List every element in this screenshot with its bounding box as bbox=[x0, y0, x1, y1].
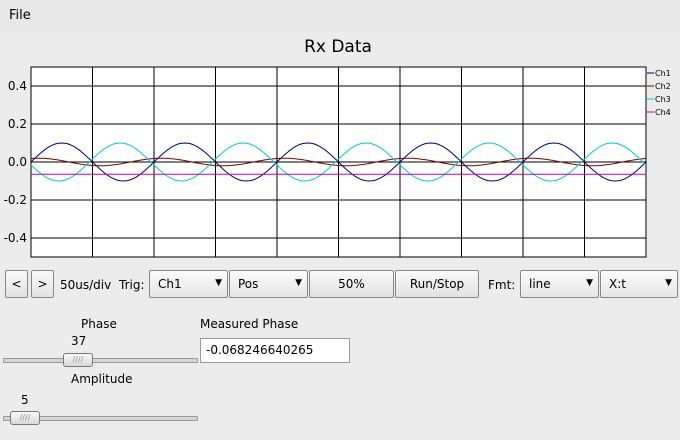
y-tick-label: 0.2 bbox=[8, 117, 27, 131]
trigger-level-button[interactable]: 50% bbox=[309, 270, 394, 298]
legend-entry: Ch3 bbox=[655, 95, 671, 104]
measured-phase-field[interactable]: -0.068246640265 bbox=[200, 338, 350, 363]
next-button[interactable]: > bbox=[31, 270, 54, 298]
grip-icon: //// bbox=[19, 413, 31, 422]
phase-slider[interactable] bbox=[3, 358, 198, 363]
trig-slope-select[interactable]: Pos ▼ bbox=[229, 270, 308, 298]
amplitude-slider-handle[interactable]: //// bbox=[10, 411, 40, 425]
phase-label: Phase bbox=[81, 317, 117, 331]
trig-channel-select[interactable]: Ch1 ▼ bbox=[149, 270, 228, 298]
fmt-label: Fmt: bbox=[488, 278, 516, 292]
amplitude-slider[interactable] bbox=[3, 416, 198, 421]
menu-bar: File bbox=[0, 0, 680, 32]
timebase-label: 50us/div bbox=[60, 278, 112, 292]
y-tick-label: -0.4 bbox=[4, 231, 27, 245]
trig-slope-value: Pos bbox=[238, 277, 259, 291]
chevron-down-icon: ▼ bbox=[586, 278, 593, 288]
run-stop-button[interactable]: Run/Stop bbox=[395, 270, 479, 298]
format-select[interactable]: line ▼ bbox=[520, 270, 599, 298]
mode-value: X:t bbox=[609, 277, 626, 291]
amplitude-label: Amplitude bbox=[71, 372, 133, 386]
mode-select[interactable]: X:t ▼ bbox=[600, 270, 678, 298]
amplitude-value: 5 bbox=[21, 393, 29, 407]
menu-file[interactable]: File bbox=[9, 8, 31, 23]
chevron-down-icon: ▼ bbox=[665, 278, 672, 288]
format-value: line bbox=[529, 277, 551, 291]
chevron-down-icon: ▼ bbox=[295, 278, 302, 288]
grip-icon: //// bbox=[72, 355, 84, 364]
legend-entry: Ch2 bbox=[655, 82, 671, 91]
phase-slider-handle[interactable]: //// bbox=[63, 353, 93, 367]
y-tick-label: -0.2 bbox=[4, 193, 27, 207]
trig-label: Trig: bbox=[119, 278, 145, 292]
legend-entry: Ch4 bbox=[655, 108, 671, 117]
measured-phase-label: Measured Phase bbox=[200, 317, 299, 331]
y-tick-label: 0.4 bbox=[8, 79, 27, 93]
y-tick-label: 0.0 bbox=[8, 155, 27, 169]
series-line-ch3 bbox=[30, 142, 647, 182]
legend-entry: Ch1 bbox=[655, 69, 671, 78]
chart-title: Rx Data bbox=[304, 37, 372, 57]
phase-value: 37 bbox=[71, 334, 87, 348]
prev-button[interactable]: < bbox=[5, 270, 28, 298]
trig-channel-value: Ch1 bbox=[158, 277, 182, 291]
series-line-ch1 bbox=[30, 142, 647, 182]
chevron-down-icon: ▼ bbox=[215, 278, 222, 288]
rx-data-chart: Rx Data 0.4 0.2 0.0 -0.2 -0.4 Ch1 Ch2 Ch3 Ch4 bbox=[4, 37, 671, 258]
series-line-ch2 bbox=[30, 157, 647, 167]
